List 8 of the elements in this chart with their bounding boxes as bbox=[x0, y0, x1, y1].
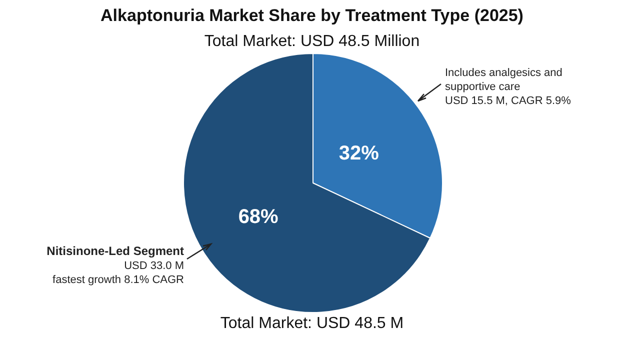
text: Total Market: USD 48.5 M bbox=[219, 315, 405, 333]
slice-label: Nitisinone-Led Segment bbox=[46, 244, 184, 258]
chart-subtitle: Total Market: USD 48.5 Million bbox=[203, 33, 421, 51]
chart-title: Alkaptonuria Market Share by Treatment Type (2025) bbox=[100, 6, 524, 26]
text: Includes analgesics and supportive care USD 15.5 M, CAGR 5.9% bbox=[445, 66, 571, 108]
data-label: 68% bbox=[238, 206, 279, 228]
text: USD 33.0 M fastest growth 8.1% CAGR bbox=[52, 260, 184, 286]
data-label: 32% bbox=[338, 142, 380, 164]
